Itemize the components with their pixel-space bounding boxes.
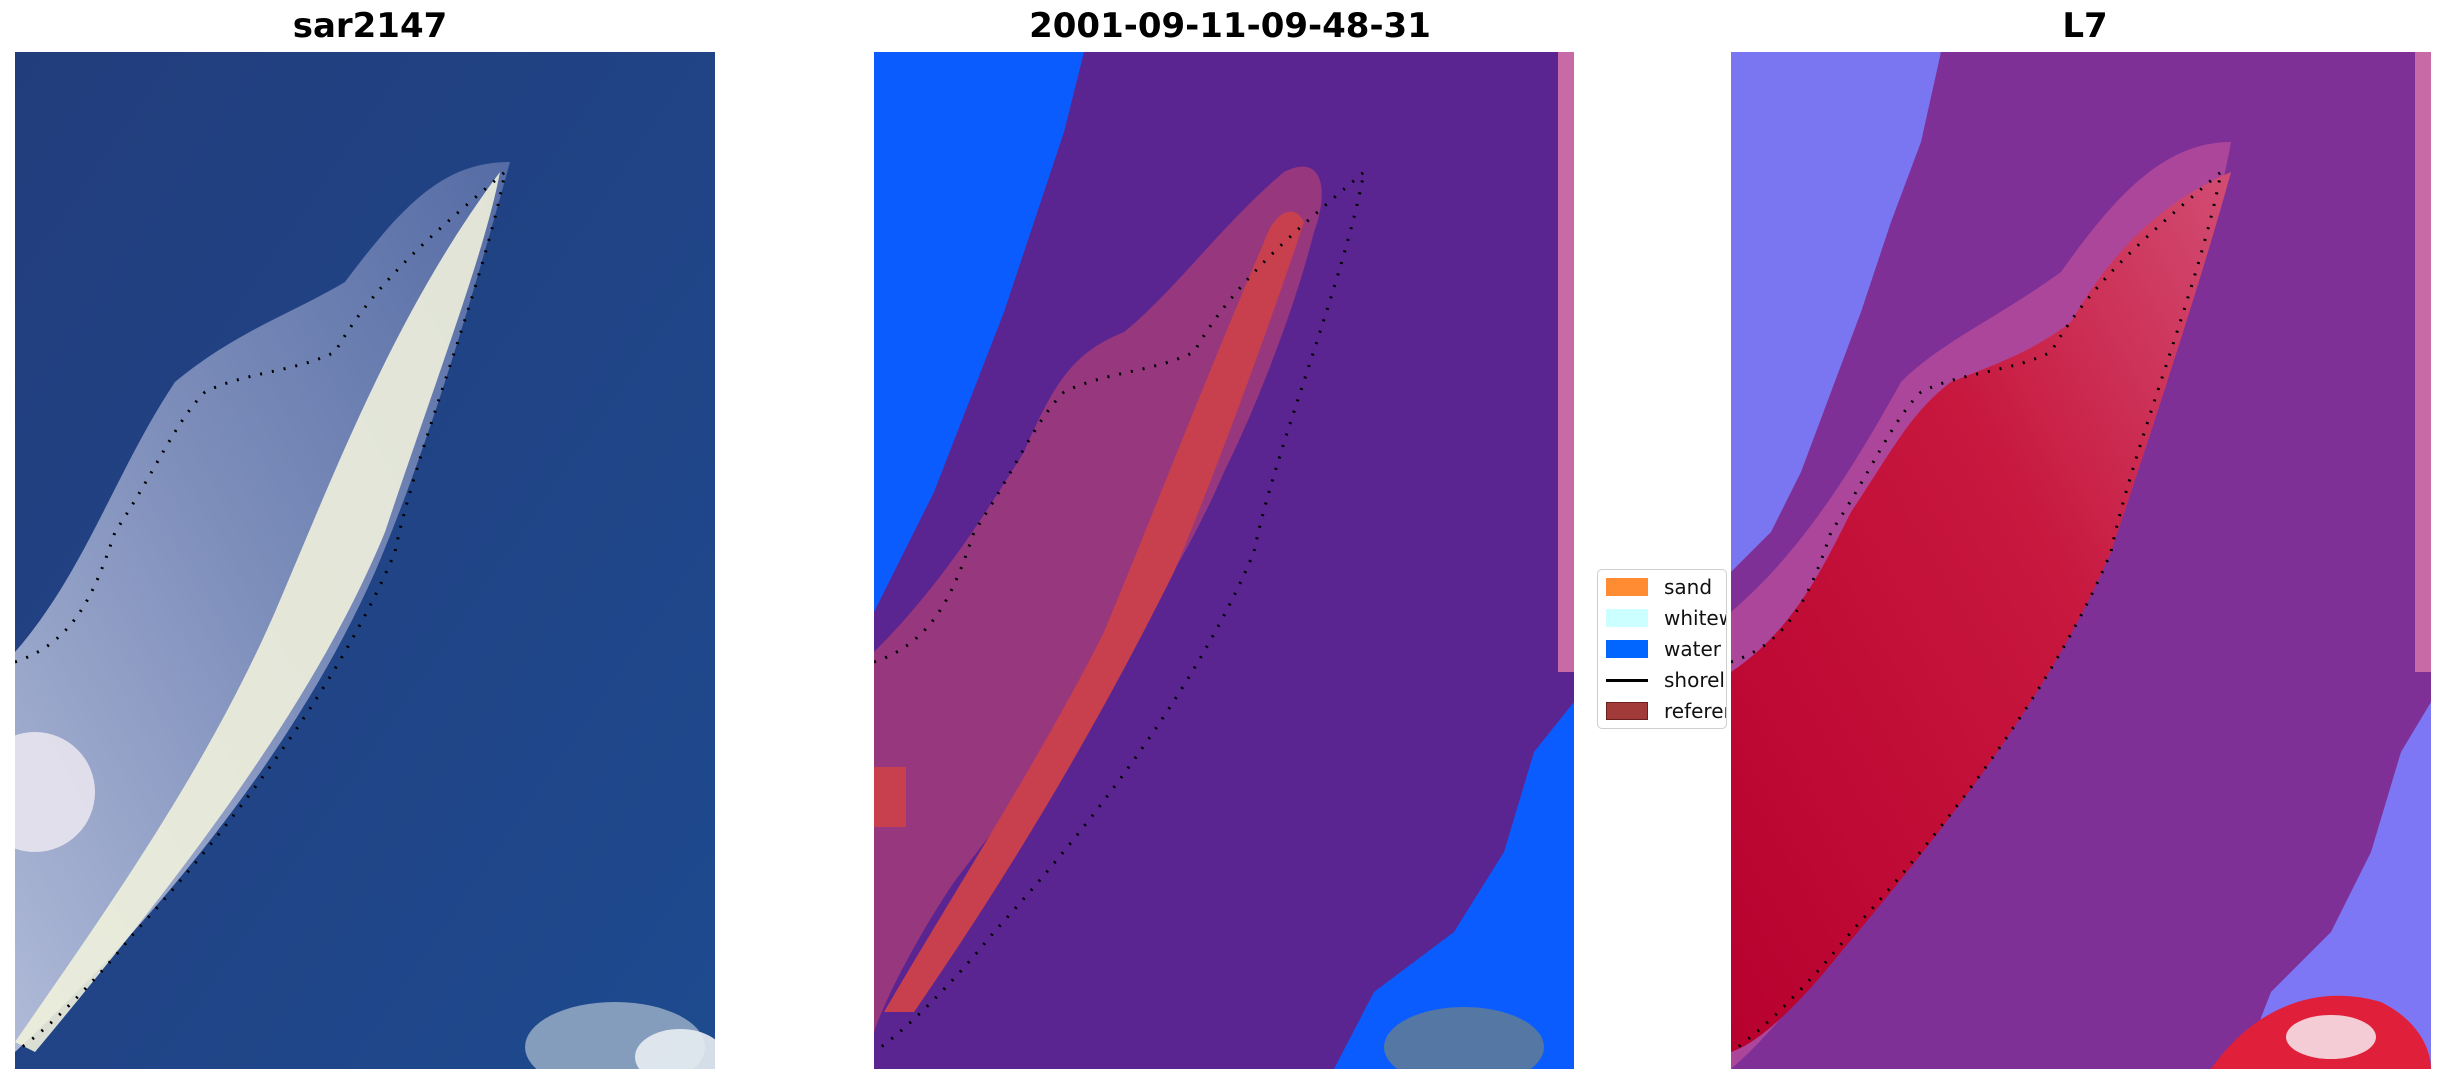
legend-label-shoreline: shoreline (1664, 668, 1726, 692)
panel-title-1: sar2147 (292, 6, 448, 46)
legend-swatch-whitewater (1606, 609, 1648, 627)
rgb-image (15, 52, 715, 1069)
legend-label-reference-shoreline: reference shoreline (1664, 699, 1726, 723)
legend-item-shoreline: shoreline (1606, 668, 1726, 692)
legend-line-shoreline (1606, 678, 1648, 682)
legend-label-sand: sand (1664, 575, 1713, 599)
legend-swatch-sand (1606, 578, 1648, 596)
classified-image (874, 52, 1574, 1069)
legend-item-reference-shoreline: reference shoreline (1606, 699, 1726, 723)
index-image-panel (1731, 52, 2431, 1069)
legend-swatch-water (1606, 640, 1648, 658)
panel-title-2: 2001-09-11-09-48-31 (1029, 6, 1431, 46)
legend-item-sand: sand (1606, 575, 1713, 599)
rgb-image-panel (15, 52, 715, 1069)
panel-title-3: L7 (2062, 6, 2108, 46)
index-image (1731, 52, 2431, 1069)
classified-image-panel (874, 52, 1574, 1069)
legend-item-water: water (1606, 637, 1721, 661)
legend-swatch-reference-shoreline (1606, 702, 1648, 720)
legend-label-water: water (1664, 637, 1721, 661)
